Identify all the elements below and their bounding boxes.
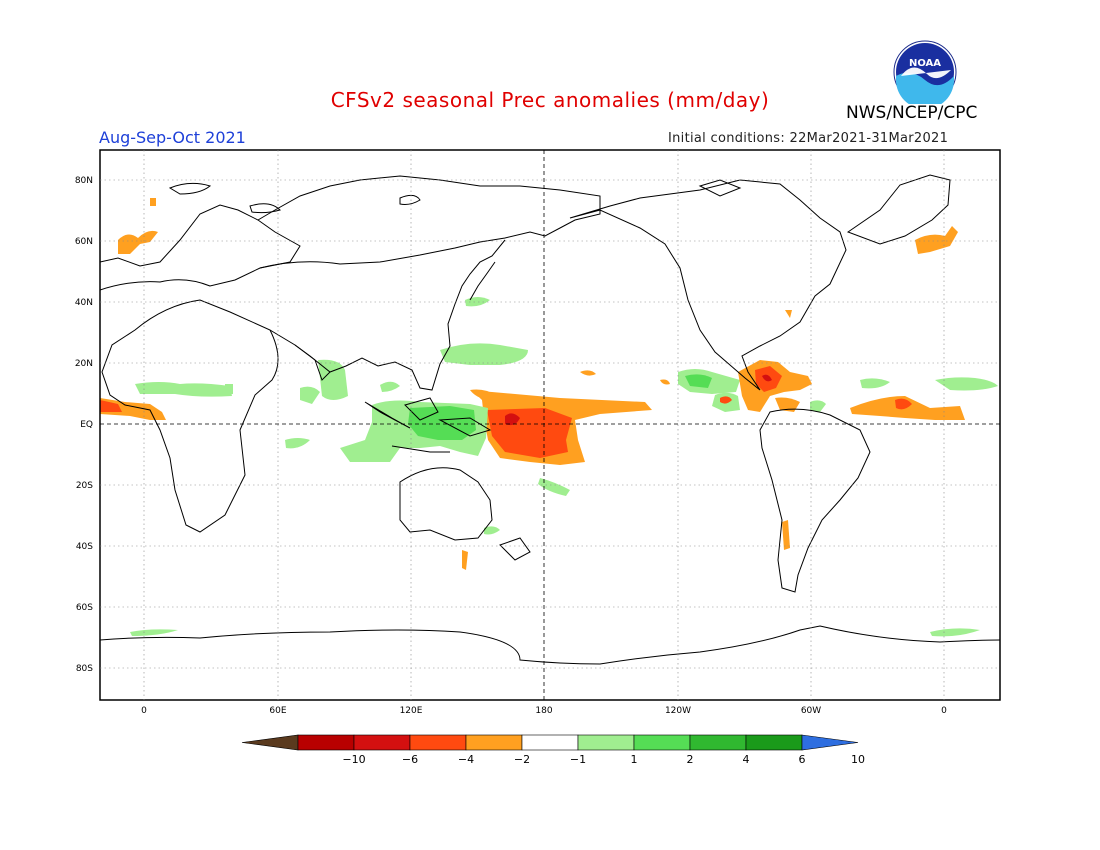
coastlines — [100, 174, 1000, 665]
colorbar-min-arrow — [241, 734, 299, 751]
noaa-logo: NOAA — [893, 40, 957, 104]
lat-label: 40N — [75, 298, 93, 308]
lon-label: 0 — [141, 706, 147, 716]
lon-label: 120W — [665, 706, 691, 716]
colorbar-label: 1 — [631, 753, 638, 766]
lon-label: 60W — [801, 706, 821, 716]
lon-label: 0 — [941, 706, 947, 716]
colorbar-box — [465, 734, 523, 751]
colorbar-box — [297, 734, 355, 751]
colorbar-label: 6 — [799, 753, 806, 766]
colorbar-box — [633, 734, 691, 751]
lat-label: 60S — [76, 603, 93, 613]
colorbar-label: −2 — [514, 753, 530, 766]
colorbar-max-arrow — [801, 734, 859, 751]
anomaly-shading — [100, 198, 998, 637]
lat-label: 80S — [76, 664, 93, 674]
dry-anomaly-peak — [505, 413, 520, 426]
colorbar-label: 2 — [687, 753, 694, 766]
colorbar-label: −10 — [342, 753, 365, 766]
colorbar-label: 10 — [851, 753, 865, 766]
dry-anomaly-gulf-of-guinea — [100, 398, 166, 420]
noaa-logo-text: NOAA — [909, 58, 941, 69]
lat-label: EQ — [80, 420, 93, 430]
initial-conditions-label: Initial conditions: 22Mar2021-31Mar2021 — [668, 131, 949, 146]
map-title: CFSv2 seasonal Prec anomalies (mm/day) — [330, 88, 770, 112]
colorbar-box — [689, 734, 747, 751]
lat-label: 60N — [75, 237, 93, 247]
lon-label: 120E — [400, 706, 423, 716]
colorbar-box — [521, 734, 579, 751]
colorbar-label: −1 — [570, 753, 586, 766]
map-grid — [99, 149, 1001, 701]
lat-label: 20N — [75, 359, 93, 369]
lat-label: 40S — [76, 542, 93, 552]
colorbar: −10 −6 −4 −2 −1 1 2 4 6 10 — [241, 734, 865, 766]
colorbar-box — [745, 734, 803, 751]
organization-label: NWS/NCEP/CPC — [846, 103, 978, 123]
lat-label: 80N — [75, 176, 93, 186]
colorbar-box — [353, 734, 411, 751]
colorbar-label: −6 — [402, 753, 418, 766]
wet-anomaly-core — [408, 406, 476, 440]
colorbar-label: 4 — [743, 753, 750, 766]
colorbar-label: −4 — [458, 753, 474, 766]
lon-label: 180 — [535, 706, 552, 716]
colorbar-box — [409, 734, 467, 751]
lon-label: 60E — [269, 706, 286, 716]
colorbar-box — [577, 734, 635, 751]
lat-labels: 80N 60N 40N 20N EQ 20S 40S 60S 80S — [75, 176, 93, 674]
season-label: Aug-Sep-Oct 2021 — [99, 128, 246, 147]
lon-labels: 0 60E 120E 180 120W 60W 0 — [141, 706, 947, 716]
lat-label: 20S — [76, 481, 93, 491]
